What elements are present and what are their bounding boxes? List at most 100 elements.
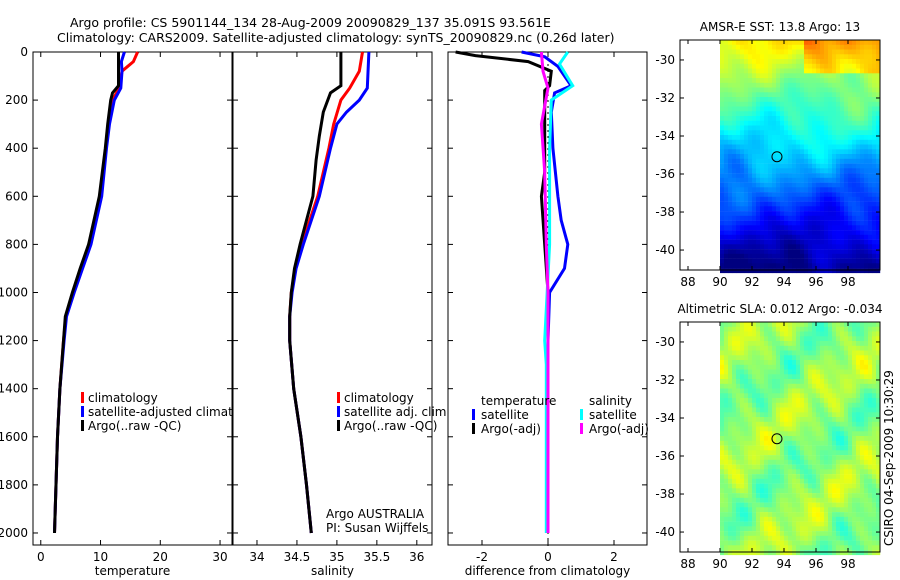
heatmap-cell <box>780 526 785 532</box>
heatmap-cell <box>828 120 833 126</box>
heatmap-cell <box>752 182 757 188</box>
heatmap-cell <box>732 196 737 202</box>
heatmap-cell <box>832 230 837 236</box>
heatmap-cell <box>748 474 753 480</box>
heatmap-cell <box>848 497 853 503</box>
heatmap-cell <box>824 322 829 327</box>
heatmap-cell <box>872 139 877 145</box>
heatmap-cell <box>804 507 809 513</box>
heatmap-cell <box>780 402 785 408</box>
heatmap-cell <box>756 369 761 375</box>
heatmap-cell <box>724 455 729 461</box>
heatmap-cell <box>868 326 873 332</box>
heatmap-cell <box>736 220 741 226</box>
heatmap-cell <box>756 168 761 174</box>
heatmap-cell <box>772 258 777 264</box>
heatmap-cell <box>868 540 873 546</box>
heatmap-cell <box>784 106 789 112</box>
heatmap-cell <box>872 322 877 327</box>
heatmap-cell <box>792 239 797 245</box>
heatmap-cell <box>816 101 821 107</box>
heatmap-cell <box>876 521 881 527</box>
heatmap-cell <box>820 244 825 250</box>
heatmap-cell <box>748 130 753 136</box>
heatmap-cell <box>768 201 773 207</box>
heatmap-cell <box>736 455 741 461</box>
heatmap-cell <box>776 326 781 332</box>
heatmap-cell <box>800 92 805 98</box>
heatmap-cell <box>844 149 849 155</box>
heatmap-cell <box>800 130 805 136</box>
heatmap-cell <box>804 120 809 126</box>
heatmap-cell <box>824 44 829 50</box>
heatmap-cell <box>872 483 877 489</box>
heatmap-cell <box>816 421 821 427</box>
heatmap-cell <box>860 234 865 240</box>
heatmap-cell <box>812 374 817 380</box>
heatmap-cell <box>728 78 733 83</box>
heatmap-cell <box>840 244 845 250</box>
heatmap-cell <box>760 364 765 370</box>
heatmap-cell <box>832 455 837 461</box>
heatmap-cell <box>816 206 821 212</box>
heatmap-cell <box>784 478 789 484</box>
heatmap-cell <box>832 220 837 226</box>
heatmap-cell <box>720 253 725 259</box>
heatmap-cell <box>820 139 825 145</box>
heatmap-cell <box>804 182 809 188</box>
heatmap-cell <box>760 469 765 475</box>
heatmap-cell <box>744 206 749 212</box>
heatmap-cell <box>840 398 845 403</box>
heatmap-cell <box>748 49 753 55</box>
heatmap-cell <box>752 417 757 422</box>
heatmap-cell <box>848 73 853 79</box>
heatmap-cell <box>748 263 753 269</box>
heatmap-cell <box>852 431 857 437</box>
heatmap-cell <box>732 59 737 64</box>
heatmap-cell <box>860 106 865 112</box>
heatmap-cell <box>788 130 793 136</box>
heatmap-cell <box>832 201 837 207</box>
heatmap-cell <box>736 322 741 327</box>
heatmap-cell <box>748 398 753 403</box>
heatmap-cell <box>728 497 733 503</box>
heatmap-cell <box>744 220 749 226</box>
heatmap-cell <box>788 355 793 361</box>
heatmap-cell <box>788 168 793 174</box>
heatmap-cell <box>780 73 785 79</box>
heatmap-cell <box>764 502 769 508</box>
heatmap-cell <box>816 135 821 140</box>
heatmap-cell <box>780 440 785 446</box>
heatmap-cell <box>816 355 821 361</box>
heatmap-cell <box>856 545 861 551</box>
heatmap-cell <box>784 234 789 240</box>
heatmap-cell <box>796 196 801 202</box>
heatmap-cell <box>832 407 837 413</box>
heatmap-cell <box>732 253 737 259</box>
heatmap-cell <box>836 40 841 45</box>
heatmap-cell <box>748 220 753 226</box>
heatmap-cell <box>752 445 757 451</box>
heatmap-cell <box>752 239 757 245</box>
heatmap-cell <box>732 421 737 427</box>
heatmap-cell <box>844 369 849 375</box>
heatmap-cell <box>828 215 833 221</box>
heatmap-cell <box>848 383 853 389</box>
heatmap-cell <box>792 177 797 183</box>
heatmap-cell <box>732 211 737 217</box>
heatmap-cell <box>808 211 813 217</box>
heatmap-cell <box>740 201 745 207</box>
heatmap-cell <box>740 211 745 217</box>
heatmap-cell <box>812 230 817 236</box>
heatmap-cell <box>852 234 857 240</box>
heatmap-cell <box>836 130 841 136</box>
heatmap-cell <box>848 464 853 470</box>
heatmap-cell <box>804 421 809 427</box>
heatmap-cell <box>752 431 757 437</box>
heatmap-cell <box>720 436 725 441</box>
heatmap-cell <box>780 507 785 513</box>
heatmap-cell <box>848 258 853 264</box>
heatmap-cell <box>832 44 837 50</box>
heatmap-cell <box>804 149 809 155</box>
heatmap-cell <box>848 59 853 64</box>
